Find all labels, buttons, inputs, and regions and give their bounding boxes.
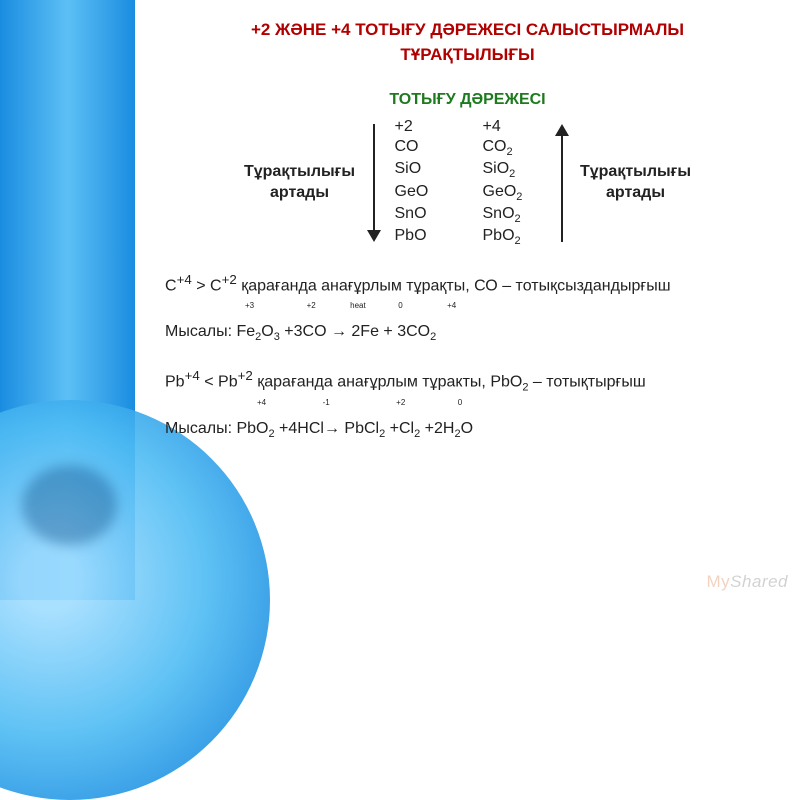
r2-b: +Cl: [385, 420, 414, 437]
left-label-line1: Тұрақтылығы: [244, 163, 355, 180]
watermark: MyShared: [707, 572, 789, 592]
oxstate: +4: [257, 398, 266, 407]
arrow-up-head-icon: [555, 124, 569, 136]
ox4-text: SiO: [483, 160, 510, 177]
r2-label: Мысалы: PbO: [165, 420, 268, 437]
paragraph-carbon: C+4 > C+2 қарағанда анағұрлым тұрақты, С…: [165, 270, 770, 299]
right-stability-label: Тұрақтылығы артады: [571, 162, 701, 204]
p1-tail: қарағанда анағұрлым тұрақты, СО – тотықс…: [237, 278, 671, 295]
r2-c: +2H: [420, 420, 454, 437]
reaction1: Мысалы: Fe2O3 +3CO → 2Fe + 3CO2: [165, 323, 770, 343]
slide-root: +2 ЖӘНЕ +4 ТОТЫҒУ ДӘРЕЖЕСІ САЛЫСТЫРМАЛЫ …: [0, 0, 800, 600]
oxstate: -1: [323, 398, 330, 407]
r1-label: Мысалы: Fe: [165, 323, 255, 340]
sup-plus4: +4: [177, 272, 192, 287]
p2-tail2: – тотықтырғыш: [528, 373, 645, 390]
oxide-plus4: SiO2: [465, 159, 553, 181]
sub-2: 2: [515, 235, 521, 247]
table-header: +2 +4: [383, 117, 553, 137]
oxide-plus4: GeO2: [465, 182, 553, 204]
table-row: SiO SiO2: [383, 159, 553, 181]
arrow-down-wrap: [367, 124, 381, 242]
oxide-plus2: GeO: [383, 182, 465, 204]
oxstate: 0: [398, 301, 402, 310]
arrow-up-wrap: [555, 124, 569, 242]
p1-pre: C: [165, 278, 177, 295]
ox4-text: PbO: [483, 227, 515, 244]
p2-pre: Pb: [165, 373, 185, 390]
sup-plus4: +4: [185, 368, 200, 383]
header-plus2: +2: [383, 117, 465, 137]
p2-lt: < Pb: [200, 373, 238, 390]
table-row: GeO GeO2: [383, 182, 553, 204]
arrow-down-line: [373, 124, 375, 230]
sup-plus2: +2: [222, 272, 237, 287]
content-area: +2 ЖӘНЕ +4 ТОТЫҒУ ДӘРЕЖЕСІ САЛЫСТЫРМАЛЫ …: [135, 0, 800, 600]
ox4-text: CO: [483, 138, 507, 155]
oxide-plus4: CO2: [465, 137, 553, 159]
reaction2: Мысалы: PbO2 +4HCl→ PbCl2 +Cl2 +2H2O: [165, 420, 770, 440]
r1-a: O: [261, 323, 273, 340]
reaction1-oxstates: +3 +2 heat 0 +4: [165, 303, 770, 321]
page-title: +2 ЖӘНЕ +4 ТОТЫҒУ ДӘРЕЖЕСІ САЛЫСТЫРМАЛЫ …: [165, 18, 770, 67]
p1-gt: > C: [192, 278, 222, 295]
left-label-line2: артады: [270, 184, 329, 201]
header-plus4: +4: [465, 117, 553, 137]
oxstate: heat: [350, 301, 366, 310]
oxstate: +4: [447, 301, 456, 310]
oxide-plus2: SiO: [383, 159, 465, 181]
oxide-plus4: SnO2: [465, 204, 553, 226]
title-line-2: ТҰРАҚТЫЛЫҒЫ: [400, 45, 534, 64]
arrow-up-line: [561, 136, 563, 242]
right-label-line2: артады: [606, 184, 665, 201]
oxide-plus2: SnO: [383, 204, 465, 226]
title-line-1: +2 ЖӘНЕ +4 ТОТЫҒУ ДӘРЕЖЕСІ САЛЫСТЫРМАЛЫ: [251, 20, 684, 39]
oxide-table: +2 +4 CO CO2 SiO SiO2 GeO GeO2 SnO SnO: [383, 117, 553, 248]
oxstate: +2: [307, 301, 316, 310]
table-row: CO CO2: [383, 137, 553, 159]
watermark-tail: Shared: [730, 572, 788, 591]
sidebar-flask-silhouette: [22, 465, 117, 545]
r2-a: +4HCl→ PbCl: [275, 420, 379, 437]
reaction2-oxstates: +4 -1 +2 0: [165, 400, 770, 418]
oxide-plus4: PbO2: [465, 226, 553, 248]
sub-2: 2: [509, 169, 515, 181]
oxstate: +3: [245, 301, 254, 310]
sup-plus2: +2: [238, 368, 253, 383]
paragraph-lead: Pb+4 < Pb+2 қарағанда анағұрлым тұракты,…: [165, 366, 770, 397]
oxide-plus2: PbO: [383, 226, 465, 248]
sub-2: 2: [430, 332, 436, 344]
arrow-up: [553, 124, 571, 242]
sub-2: 2: [515, 213, 521, 225]
oxide-plus2: CO: [383, 137, 465, 159]
watermark-my: My: [707, 572, 731, 591]
r2-d: O: [461, 420, 473, 437]
arrow-down-head-icon: [367, 230, 381, 242]
sub-2: 2: [507, 146, 513, 158]
sidebar-decoration: [0, 0, 135, 600]
oxidation-diagram: Тұрақтылығы артады +2 +4 CO CO2: [165, 117, 770, 248]
sub-2: 2: [516, 191, 522, 203]
table-row: SnO SnO2: [383, 204, 553, 226]
section-subtitle: ТОТЫҒУ ДӘРЕЖЕСІ: [165, 91, 770, 109]
right-label-line1: Тұрақтылығы: [580, 163, 691, 180]
ox4-text: GeO: [483, 183, 517, 200]
ox4-text: SnO: [483, 205, 515, 222]
arrow-down: [365, 124, 383, 242]
table-row: PbO PbO2: [383, 226, 553, 248]
p2-tail: қарағанда анағұрлым тұракты, PbO: [253, 373, 523, 390]
left-stability-label: Тұрақтылығы артады: [235, 162, 365, 204]
oxstate: 0: [458, 398, 462, 407]
oxstate: +2: [396, 398, 405, 407]
r1-b: +3CO → 2Fe + 3CO: [280, 323, 430, 340]
